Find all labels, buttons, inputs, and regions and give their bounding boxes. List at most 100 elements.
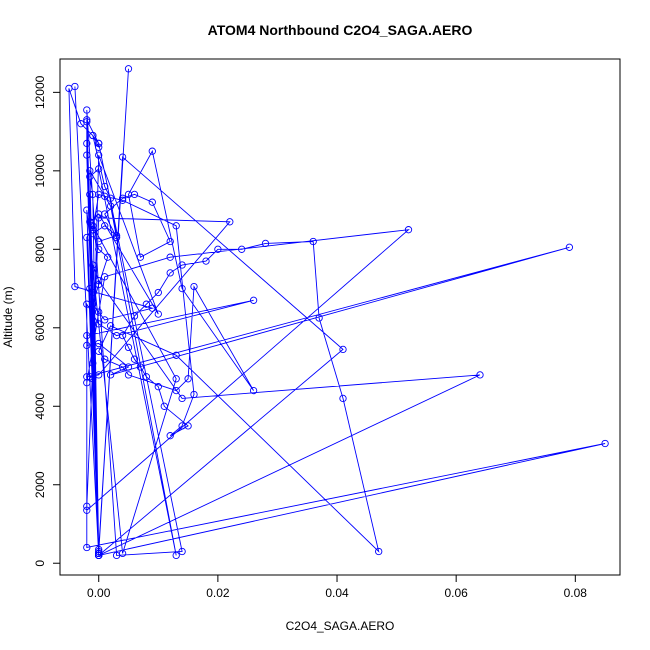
data-point xyxy=(101,182,109,191)
data-point xyxy=(118,549,127,558)
data-point xyxy=(83,543,91,552)
data-point xyxy=(404,226,413,234)
data-point xyxy=(172,222,180,230)
y-axis-label: Altitude (m) xyxy=(1,286,15,347)
data-point xyxy=(95,347,103,355)
data-point xyxy=(95,151,103,159)
data-point xyxy=(160,402,168,410)
data-point xyxy=(315,314,323,322)
data-point xyxy=(95,245,103,253)
data-point xyxy=(130,355,139,363)
data-point xyxy=(238,245,246,253)
data-point xyxy=(89,288,97,297)
data-point xyxy=(89,359,97,367)
data-point xyxy=(375,547,383,556)
data-point xyxy=(89,229,97,238)
data-point xyxy=(95,551,103,560)
data-point xyxy=(118,196,127,204)
data-point xyxy=(101,273,109,281)
data-point xyxy=(118,194,127,202)
data-point xyxy=(190,282,198,291)
data-point xyxy=(142,300,151,308)
data-point xyxy=(106,194,115,202)
data-point xyxy=(83,106,91,114)
data-point xyxy=(184,422,192,430)
data-point xyxy=(89,261,97,269)
x-tick-label: 0.00 xyxy=(87,586,111,600)
y-tick-label: 6000 xyxy=(33,314,47,341)
data-point xyxy=(89,131,97,140)
data-point xyxy=(83,506,91,514)
data-point xyxy=(101,222,109,230)
data-point xyxy=(118,331,127,340)
x-tick-label: 0.04 xyxy=(325,586,349,600)
data-point xyxy=(476,371,484,379)
plot-area-frame xyxy=(59,58,621,576)
data-point xyxy=(106,202,115,210)
data-point xyxy=(65,84,73,93)
data-point xyxy=(166,237,174,246)
data-point xyxy=(86,190,94,199)
series-layer xyxy=(65,65,609,560)
data-point xyxy=(83,341,91,350)
data-point xyxy=(89,375,97,383)
data-point xyxy=(249,386,258,395)
data-point xyxy=(339,394,347,403)
data-point xyxy=(83,151,91,159)
data-point xyxy=(86,167,94,175)
data-point xyxy=(95,308,103,316)
data-point xyxy=(190,390,198,399)
data-point xyxy=(166,253,174,261)
x-tick-label: 0.02 xyxy=(206,586,230,600)
data-point xyxy=(172,351,180,359)
data-point xyxy=(101,210,109,218)
data-point xyxy=(118,363,127,371)
data-point xyxy=(184,375,192,383)
data-point xyxy=(136,363,145,371)
data-point xyxy=(202,257,210,265)
data-point xyxy=(148,147,156,155)
data-point xyxy=(124,65,133,73)
data-point xyxy=(226,218,234,226)
data-point xyxy=(118,153,127,161)
data-point xyxy=(104,253,112,261)
data-point xyxy=(95,143,103,151)
data-point xyxy=(178,394,186,403)
y-tick-label: 10000 xyxy=(33,154,47,188)
data-point xyxy=(124,363,133,371)
data-point xyxy=(83,206,91,214)
data-point xyxy=(83,233,91,242)
data-point xyxy=(261,239,270,248)
x-tick-label: 0.06 xyxy=(444,586,468,600)
data-point xyxy=(178,284,186,293)
y-axis: 0 2000 4000 6000 8000 10000 12000 xyxy=(33,75,61,567)
data-point xyxy=(83,139,91,148)
data-point xyxy=(172,551,180,560)
x-tick-label: 0.08 xyxy=(564,586,588,600)
data-point xyxy=(95,547,103,556)
data-point xyxy=(95,545,103,554)
data-point xyxy=(309,237,317,246)
data-point xyxy=(601,439,609,448)
data-point xyxy=(101,355,109,363)
data-point xyxy=(249,296,258,304)
data-point xyxy=(142,373,151,381)
data-point xyxy=(89,190,97,199)
data-point xyxy=(178,261,186,269)
data-point xyxy=(148,304,156,312)
data-point xyxy=(148,198,156,206)
y-tick-label: 12000 xyxy=(33,75,47,109)
data-point xyxy=(86,218,94,226)
data-point xyxy=(565,243,574,251)
data-point xyxy=(83,116,91,124)
x-axis-label: C2O4_SAGA.AERO xyxy=(286,619,395,633)
data-point xyxy=(124,371,133,379)
data-point xyxy=(95,165,103,173)
data-point xyxy=(166,432,174,440)
data-point xyxy=(106,371,115,379)
data-point xyxy=(130,190,139,199)
data-point xyxy=(89,226,97,234)
data-point xyxy=(95,371,103,379)
data-point xyxy=(89,300,97,308)
data-point xyxy=(95,214,103,222)
